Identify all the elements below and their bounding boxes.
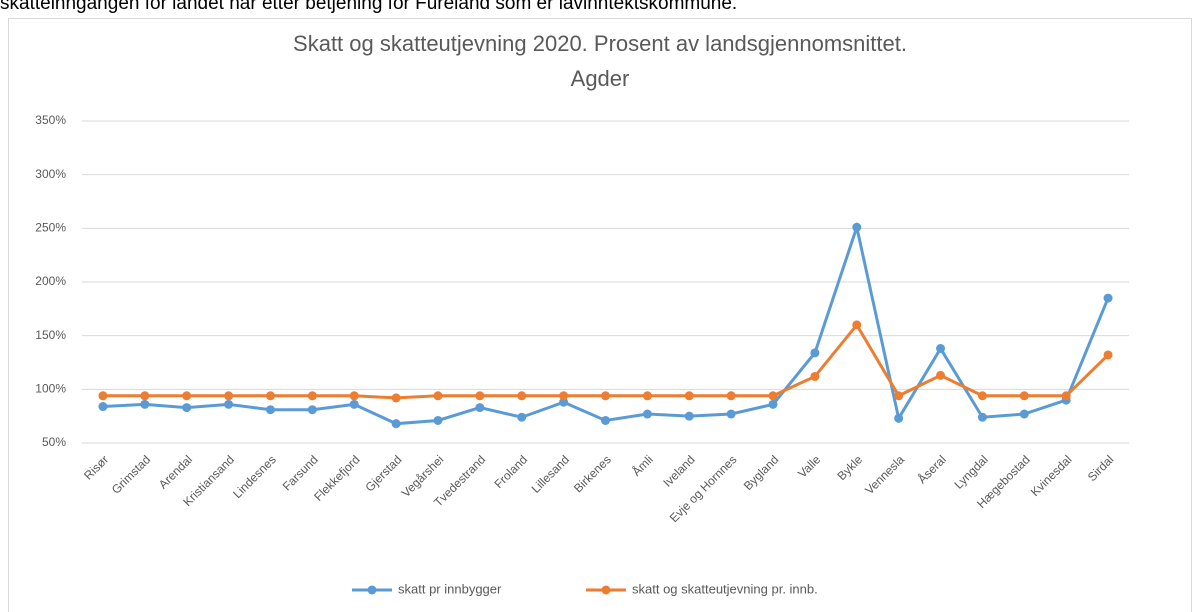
data-point bbox=[936, 344, 946, 354]
data-point bbox=[684, 391, 694, 401]
x-tick-label: Birkenes bbox=[571, 452, 614, 495]
data-point bbox=[307, 405, 317, 415]
data-point bbox=[433, 415, 443, 425]
x-tick-label: Arendal bbox=[156, 452, 195, 491]
data-point bbox=[1103, 350, 1113, 360]
x-tick-label: Farsund bbox=[280, 452, 321, 493]
data-point bbox=[810, 371, 820, 381]
x-tick-label: Lillesand bbox=[529, 452, 572, 495]
data-point bbox=[475, 391, 485, 401]
data-point bbox=[265, 391, 275, 401]
x-tick-label: Grimstad bbox=[109, 452, 153, 496]
y-tick-label: 100% bbox=[35, 382, 66, 396]
chart-title: Skatt og skatteutjevning 2020. Prosent a… bbox=[293, 31, 907, 56]
legend: skatt pr innbygger skatt og skatteutjevni… bbox=[352, 581, 818, 596]
data-point bbox=[224, 391, 234, 401]
x-tick-label: Bygland bbox=[741, 452, 782, 493]
data-point bbox=[140, 399, 150, 409]
x-tick-label: Sirdal bbox=[1085, 452, 1117, 484]
legend-label: skatt pr innbygger bbox=[398, 581, 502, 596]
data-point bbox=[1019, 391, 1029, 401]
data-point bbox=[349, 399, 359, 409]
y-tick-label: 50% bbox=[42, 435, 66, 449]
data-point bbox=[977, 391, 987, 401]
x-tick-label: Vennesla bbox=[862, 452, 907, 497]
y-tick-label: 300% bbox=[35, 167, 66, 181]
x-tick-label: Lindesnes bbox=[230, 452, 279, 501]
data-point bbox=[265, 405, 275, 415]
x-tick-label: Risør bbox=[81, 452, 111, 482]
data-point bbox=[391, 419, 401, 429]
data-point bbox=[894, 413, 904, 423]
data-point bbox=[852, 320, 862, 330]
x-tick-label: Bykle bbox=[834, 452, 865, 483]
x-tick-label: Åseral bbox=[914, 452, 949, 487]
legend-marker bbox=[601, 585, 611, 595]
data-point bbox=[517, 412, 527, 422]
data-point bbox=[768, 399, 778, 409]
data-point bbox=[182, 391, 192, 401]
data-point bbox=[98, 402, 108, 412]
data-point bbox=[894, 391, 904, 401]
data-point bbox=[977, 412, 987, 422]
x-tick-label: Froland bbox=[491, 452, 530, 491]
x-tick-label: Kvinesdal bbox=[1028, 452, 1075, 499]
x-tick-label: Gjerstad bbox=[362, 452, 404, 494]
data-point bbox=[642, 409, 652, 419]
y-tick-label: 150% bbox=[35, 328, 66, 342]
data-point bbox=[140, 391, 150, 401]
y-tick-label: 200% bbox=[35, 274, 66, 288]
legend-label: skatt og skatteutjevning pr. innb. bbox=[632, 581, 818, 596]
x-tick-label: Iveland bbox=[660, 452, 697, 489]
data-point bbox=[1103, 293, 1113, 303]
data-point bbox=[936, 370, 946, 380]
data-point bbox=[1019, 409, 1029, 419]
chart-subtitle: Agder bbox=[571, 66, 630, 91]
data-point bbox=[642, 391, 652, 401]
data-point bbox=[224, 399, 234, 409]
data-point bbox=[852, 222, 862, 232]
document-text: skatteinngangen for landet når etter bet… bbox=[0, 0, 737, 14]
data-point bbox=[475, 403, 485, 413]
data-point bbox=[601, 391, 610, 401]
data-point bbox=[98, 391, 108, 401]
data-point bbox=[349, 391, 359, 401]
x-tick-label: Flekkefjord bbox=[311, 452, 362, 503]
data-point bbox=[601, 415, 610, 425]
data-point bbox=[810, 348, 820, 358]
data-point bbox=[768, 391, 778, 401]
legend-marker bbox=[367, 585, 377, 595]
data-point bbox=[726, 409, 736, 419]
y-tick-label: 350% bbox=[35, 113, 66, 127]
x-tick-label: Åmli bbox=[629, 452, 656, 479]
data-point bbox=[684, 411, 694, 421]
x-tick-label: Valle bbox=[795, 452, 823, 480]
data-point bbox=[433, 391, 443, 401]
data-point bbox=[559, 391, 569, 401]
data-point bbox=[726, 391, 736, 401]
data-point bbox=[559, 397, 569, 407]
chart-border bbox=[8, 18, 1192, 612]
y-tick-label: 250% bbox=[35, 221, 66, 235]
data-point bbox=[307, 391, 317, 401]
data-point bbox=[182, 403, 192, 413]
data-point bbox=[1061, 391, 1071, 401]
x-tick-label: Lyngdal bbox=[951, 452, 990, 491]
data-point bbox=[391, 393, 401, 403]
data-point bbox=[517, 391, 527, 401]
